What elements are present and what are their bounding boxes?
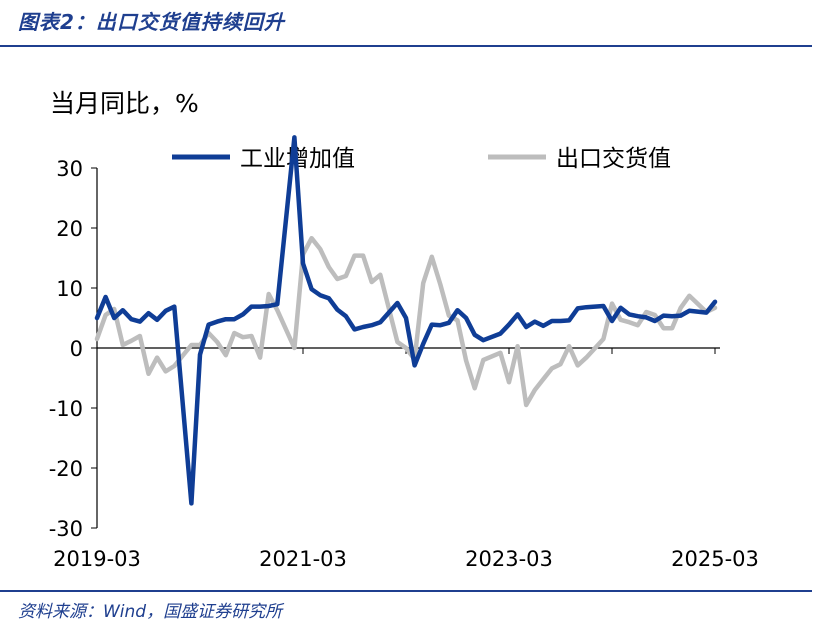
y-tick-label: 20: [56, 217, 83, 241]
y-tick-label: 10: [56, 277, 83, 301]
y-tick-label: -30: [49, 517, 83, 541]
x-tick-label: 2019-03: [53, 547, 141, 571]
source-note: 资料来源：Wind，国盛证券研究所: [18, 602, 283, 622]
figure-title: 图表2：出口交货值持续回升: [18, 10, 285, 34]
y-tick-label: 0: [70, 337, 83, 361]
x-tick-label: 2021-03: [259, 547, 347, 571]
x-tick-label: 2023-03: [465, 547, 553, 571]
chart-legend: 工业增加值 出口交货值: [172, 146, 671, 172]
x-tick-label: 2025-03: [671, 547, 759, 571]
source-rule: [0, 590, 812, 592]
series-line-export-delivery-value: [94, 235, 718, 408]
y-tick-label: 30: [56, 157, 83, 181]
title-rule: [0, 45, 812, 47]
y-unit-label: 当月同比，%: [50, 89, 199, 118]
series-line-industrial-value-added: [94, 135, 718, 506]
y-tick-label: -10: [49, 397, 83, 421]
legend-label: 出口交货值: [556, 146, 671, 172]
y-tick-label: -20: [49, 457, 83, 481]
chart-axes: -30 -20 -10 0 10 20 30 2019-03 2021-03 2023-03 202…: [49, 157, 759, 571]
chart-series: [94, 135, 718, 506]
